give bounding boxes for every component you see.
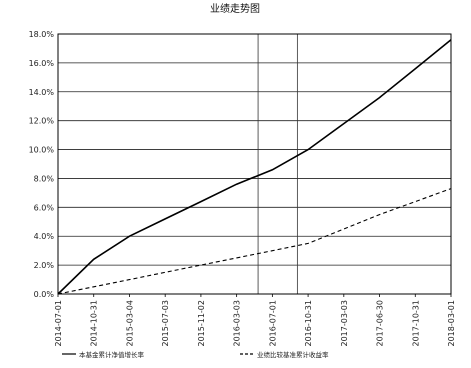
x-tick-label: 2014-10-31 bbox=[90, 300, 99, 347]
series-line-2 bbox=[57, 188, 452, 295]
y-tick-label: 6.0% bbox=[34, 203, 55, 212]
x-tick-label: 2016-10-31 bbox=[304, 300, 313, 347]
y-tick-label: 18.0% bbox=[29, 30, 55, 39]
x-tick-label: 2017-06-30 bbox=[376, 300, 385, 347]
y-tick-label: 12.0% bbox=[29, 117, 55, 126]
x-tick-label: 2015-03-04 bbox=[125, 300, 134, 347]
x-tick-label: 2016-07-01 bbox=[268, 300, 277, 347]
grid bbox=[58, 33, 451, 295]
series-line-1 bbox=[57, 39, 452, 295]
legend-label: 业绩比较基准累计收益率 bbox=[257, 350, 329, 359]
y-tick-label: 8.0% bbox=[34, 174, 55, 183]
chart-title: 业绩走势图 bbox=[210, 2, 260, 15]
legend: 本基金累计净值增长率 业绩比较基准累计收益率 bbox=[62, 350, 329, 359]
x-tick-label: 2015-11-02 bbox=[197, 300, 206, 347]
x-tick-label: 2017-10-31 bbox=[411, 300, 420, 347]
legend-label: 本基金累计净值增长率 bbox=[79, 350, 145, 359]
series-layer bbox=[57, 39, 452, 295]
x-tick-label: 2015-07-03 bbox=[161, 300, 170, 347]
plot-frame bbox=[57, 33, 452, 295]
y-tick-label: 2.0% bbox=[34, 261, 55, 270]
y-axis: 0.0% 2.0% 4.0% 6.0% 8.0% 10.0% 12.0% 14.0% 16.0%… bbox=[29, 30, 55, 299]
y-tick-label: 14.0% bbox=[29, 88, 55, 97]
x-tick-label: 2016-03-03 bbox=[233, 300, 242, 347]
y-tick-label: 10.0% bbox=[29, 146, 55, 155]
x-tick-label: 2018-03-01 bbox=[447, 300, 456, 347]
y-tick-label: 16.0% bbox=[29, 59, 55, 68]
x-tick-label: 2014-07-01 bbox=[54, 300, 63, 347]
x-tick-label: 2017-03-03 bbox=[340, 300, 349, 347]
y-tick-label: 0.0% bbox=[34, 290, 55, 299]
x-axis: 2014-07-01 2014-10-31 2015-03-04 2015-07-03… bbox=[54, 294, 456, 347]
y-tick-label: 4.0% bbox=[34, 232, 55, 241]
